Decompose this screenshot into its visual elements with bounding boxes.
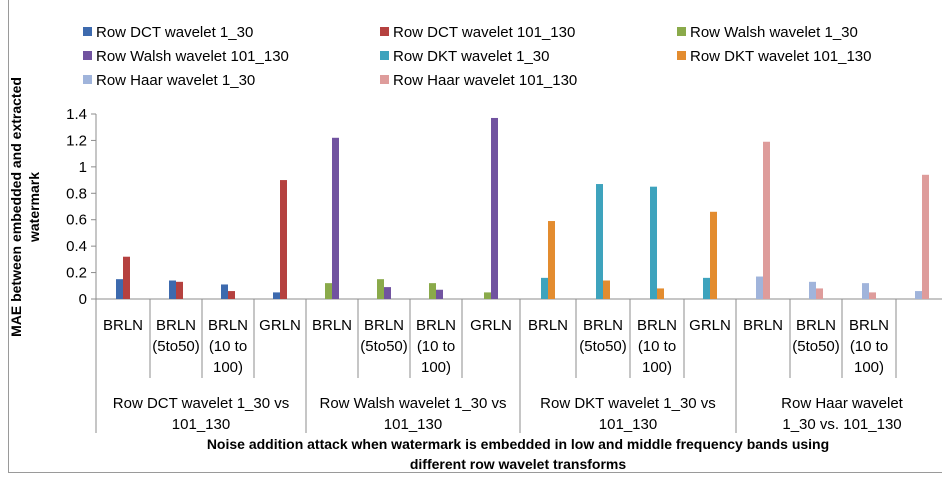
x-category-label: BRLN	[528, 317, 568, 334]
y-axis-title: MAE between embedded and extracted	[8, 77, 24, 337]
x-category-label: GRLN	[470, 317, 512, 334]
bar-row-walsh-wavelet-1-30	[484, 292, 491, 299]
bar-row-dkt-wavelet-1-30	[650, 186, 657, 299]
bar-row-dkt-wavelet-101-130	[548, 221, 555, 299]
y-tick-label: 0.4	[66, 238, 87, 255]
legend-label: Row DKT wavelet 1_30	[393, 48, 549, 65]
bar-row-haar-wavelet-101-130	[763, 141, 770, 299]
bar-row-haar-wavelet-101-130	[922, 174, 929, 299]
legend-label: Row Haar wavelet 101_130	[393, 72, 577, 89]
y-tick-label: 1.4	[66, 106, 87, 123]
legend-swatch	[380, 27, 389, 36]
bar-row-dkt-wavelet-101-130	[603, 280, 610, 299]
x-category-label: BRLN	[743, 317, 783, 334]
bar-row-dct-wavelet-1-30	[116, 279, 123, 299]
x-group-label: Row DCT wavelet 1_30 vs	[113, 395, 289, 412]
bar-row-haar-wavelet-1-30	[756, 276, 763, 299]
legend-label: Row DCT wavelet 1_30	[96, 24, 253, 41]
bar-row-dkt-wavelet-1-30	[703, 277, 710, 299]
x-group-label: 101_130	[172, 416, 230, 433]
bar-row-dct-wavelet-101-130	[280, 180, 287, 299]
x-category-label: BRLN	[312, 317, 352, 334]
x-category-label: BRLN	[849, 317, 889, 334]
x-category-label: BRLN	[208, 317, 248, 334]
bar-row-dct-wavelet-101-130	[228, 291, 235, 299]
x-category-label: (10 to	[417, 338, 455, 355]
legend-swatch	[677, 27, 686, 36]
bar-row-haar-wavelet-1-30	[862, 283, 869, 299]
x-category-label: BRLN	[796, 317, 836, 334]
x-category-label: (5to50)	[792, 338, 840, 355]
x-category-label: BRLN	[156, 317, 196, 334]
y-tick-label: 1	[79, 159, 87, 176]
legend-label: Row DCT wavelet 101_130	[393, 24, 575, 41]
bar-row-haar-wavelet-101-130	[816, 288, 823, 299]
legend-swatch	[380, 75, 389, 84]
bar-row-dct-wavelet-101-130	[123, 256, 130, 299]
legend-swatch	[677, 51, 686, 60]
x-group-label: 101_130	[384, 416, 442, 433]
x-group-label: Row DKT wavelet 1_30 vs	[540, 395, 716, 412]
legend-label: Row Walsh wavelet 1_30	[690, 24, 858, 41]
bar-row-dkt-wavelet-1-30	[596, 184, 603, 299]
bar-row-dct-wavelet-1-30	[273, 292, 280, 299]
bar-row-dct-wavelet-1-30	[169, 280, 176, 299]
x-category-label: 100)	[213, 359, 243, 376]
x-group-label: Row Haar wavelet	[781, 395, 904, 412]
bar-row-walsh-wavelet-1-30	[325, 283, 332, 299]
bar-row-walsh-wavelet-101-130	[332, 137, 339, 299]
bar-row-dct-wavelet-101-130	[176, 281, 183, 299]
y-tick-label: 0	[79, 291, 87, 308]
y-tick-label: 1.2	[66, 132, 87, 149]
x-group-label: 1_30 vs. 101_130	[782, 416, 901, 433]
bar-row-dkt-wavelet-101-130	[710, 211, 717, 299]
x-category-label: (5to50)	[579, 338, 627, 355]
bar-row-walsh-wavelet-101-130	[384, 287, 391, 299]
legend-swatch	[83, 27, 92, 36]
chart-frame	[8, 0, 942, 473]
y-tick-label: 0.2	[66, 265, 87, 282]
x-category-label: GRLN	[259, 317, 301, 334]
x-axis-title: Noise addition attack when watermark is …	[207, 436, 829, 452]
y-tick-label: 0.8	[66, 185, 87, 202]
x-category-label: BRLN	[583, 317, 623, 334]
bar-row-walsh-wavelet-101-130	[491, 117, 498, 299]
x-category-label: BRLN	[103, 317, 143, 334]
bar-row-dct-wavelet-1-30	[221, 284, 228, 299]
bar-row-haar-wavelet-1-30	[915, 291, 922, 299]
x-category-label: 100)	[642, 359, 672, 376]
legend-label: Row DKT wavelet 101_130	[690, 48, 872, 65]
legend-swatch	[83, 75, 92, 84]
x-category-label: (10 to	[850, 338, 888, 355]
bar-row-walsh-wavelet-1-30	[429, 283, 436, 299]
bar-row-dkt-wavelet-101-130	[657, 288, 664, 299]
x-axis-title: different row wavelet transforms	[410, 456, 626, 472]
bar-row-haar-wavelet-101-130	[869, 292, 876, 299]
x-group-label: 101_130	[599, 416, 657, 433]
y-tick-label: 0.6	[66, 212, 87, 229]
x-category-label: BRLN	[416, 317, 456, 334]
legend-swatch	[380, 51, 389, 60]
x-category-label: 100)	[421, 359, 451, 376]
bar-row-walsh-wavelet-101-130	[436, 289, 443, 299]
x-group-label: Row Walsh wavelet 1_30 vs	[319, 395, 506, 412]
x-category-label: (10 to	[638, 338, 676, 355]
legend-swatch	[83, 51, 92, 60]
x-category-label: (5to50)	[152, 338, 200, 355]
bar-row-haar-wavelet-1-30	[809, 281, 816, 299]
legend-label: Row Haar wavelet 1_30	[96, 72, 255, 89]
bar-row-dkt-wavelet-1-30	[541, 277, 548, 299]
x-category-label: 100)	[854, 359, 884, 376]
x-category-label: (5to50)	[360, 338, 408, 355]
x-category-label: BRLN	[637, 317, 677, 334]
x-category-label: BRLN	[364, 317, 404, 334]
y-axis-title: watermark	[26, 172, 42, 243]
x-category-label: (10 to	[209, 338, 247, 355]
x-category-label: GRLN	[689, 317, 731, 334]
legend-label: Row Walsh wavelet 101_130	[96, 48, 289, 65]
bar-row-walsh-wavelet-1-30	[377, 279, 384, 299]
